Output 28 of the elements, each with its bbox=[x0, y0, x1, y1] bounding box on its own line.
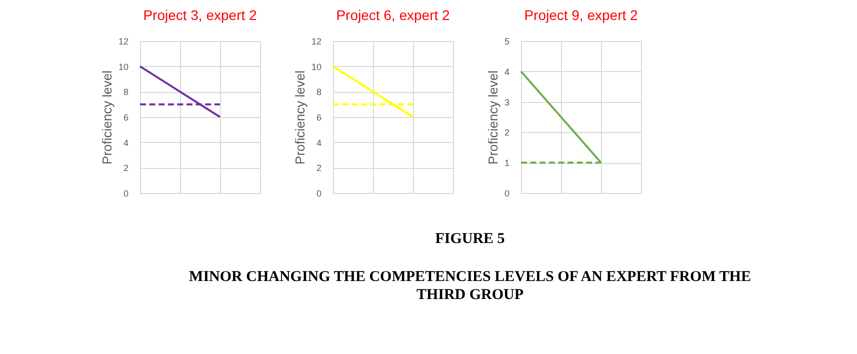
y-tick-label: 12 bbox=[118, 36, 128, 46]
chart-title: Project 9, expert 2 bbox=[524, 7, 638, 23]
y-tick-label: 12 bbox=[311, 36, 322, 46]
y-tick-label: 0 bbox=[123, 188, 128, 198]
y-tick-label: 1 bbox=[504, 158, 510, 168]
y-axis-title: Proficiency level bbox=[99, 70, 114, 164]
y-tick-label: 0 bbox=[504, 188, 510, 198]
y-tick-label: 8 bbox=[123, 87, 128, 98]
y-axis-title: Proficiency level bbox=[292, 70, 308, 164]
y-tick-label: 6 bbox=[123, 112, 128, 122]
text: MINOR CHANGING THE COMPETENCIES LEVELS OF AN EXPERT FROM THE THIRD GROUP bbox=[189, 269, 751, 303]
y-axis-title: Proficiency level bbox=[485, 70, 500, 164]
chart-title: Project 3, expert 2 bbox=[143, 7, 258, 23]
y-tick-label: 2 bbox=[504, 128, 510, 138]
y-tick-label: 0 bbox=[316, 188, 322, 198]
y-tick-label: 2 bbox=[123, 163, 128, 174]
y-tick-label: 4 bbox=[504, 66, 510, 77]
y-tick-label: 4 bbox=[123, 138, 128, 148]
chart-title: Project 6, expert 2 bbox=[336, 7, 450, 23]
y-tick-label: 6 bbox=[316, 112, 322, 122]
y-tick-label: 10 bbox=[118, 62, 128, 72]
caption: FIGURE 5 bbox=[435, 231, 505, 247]
y-tick-label: 8 bbox=[316, 87, 322, 98]
y-tick-label: 10 bbox=[311, 62, 322, 72]
y-tick-label: 2 bbox=[316, 163, 322, 174]
y-tick-label: 5 bbox=[504, 36, 510, 46]
y-tick-label: 3 bbox=[504, 97, 510, 108]
y-tick-label: 4 bbox=[316, 138, 322, 148]
